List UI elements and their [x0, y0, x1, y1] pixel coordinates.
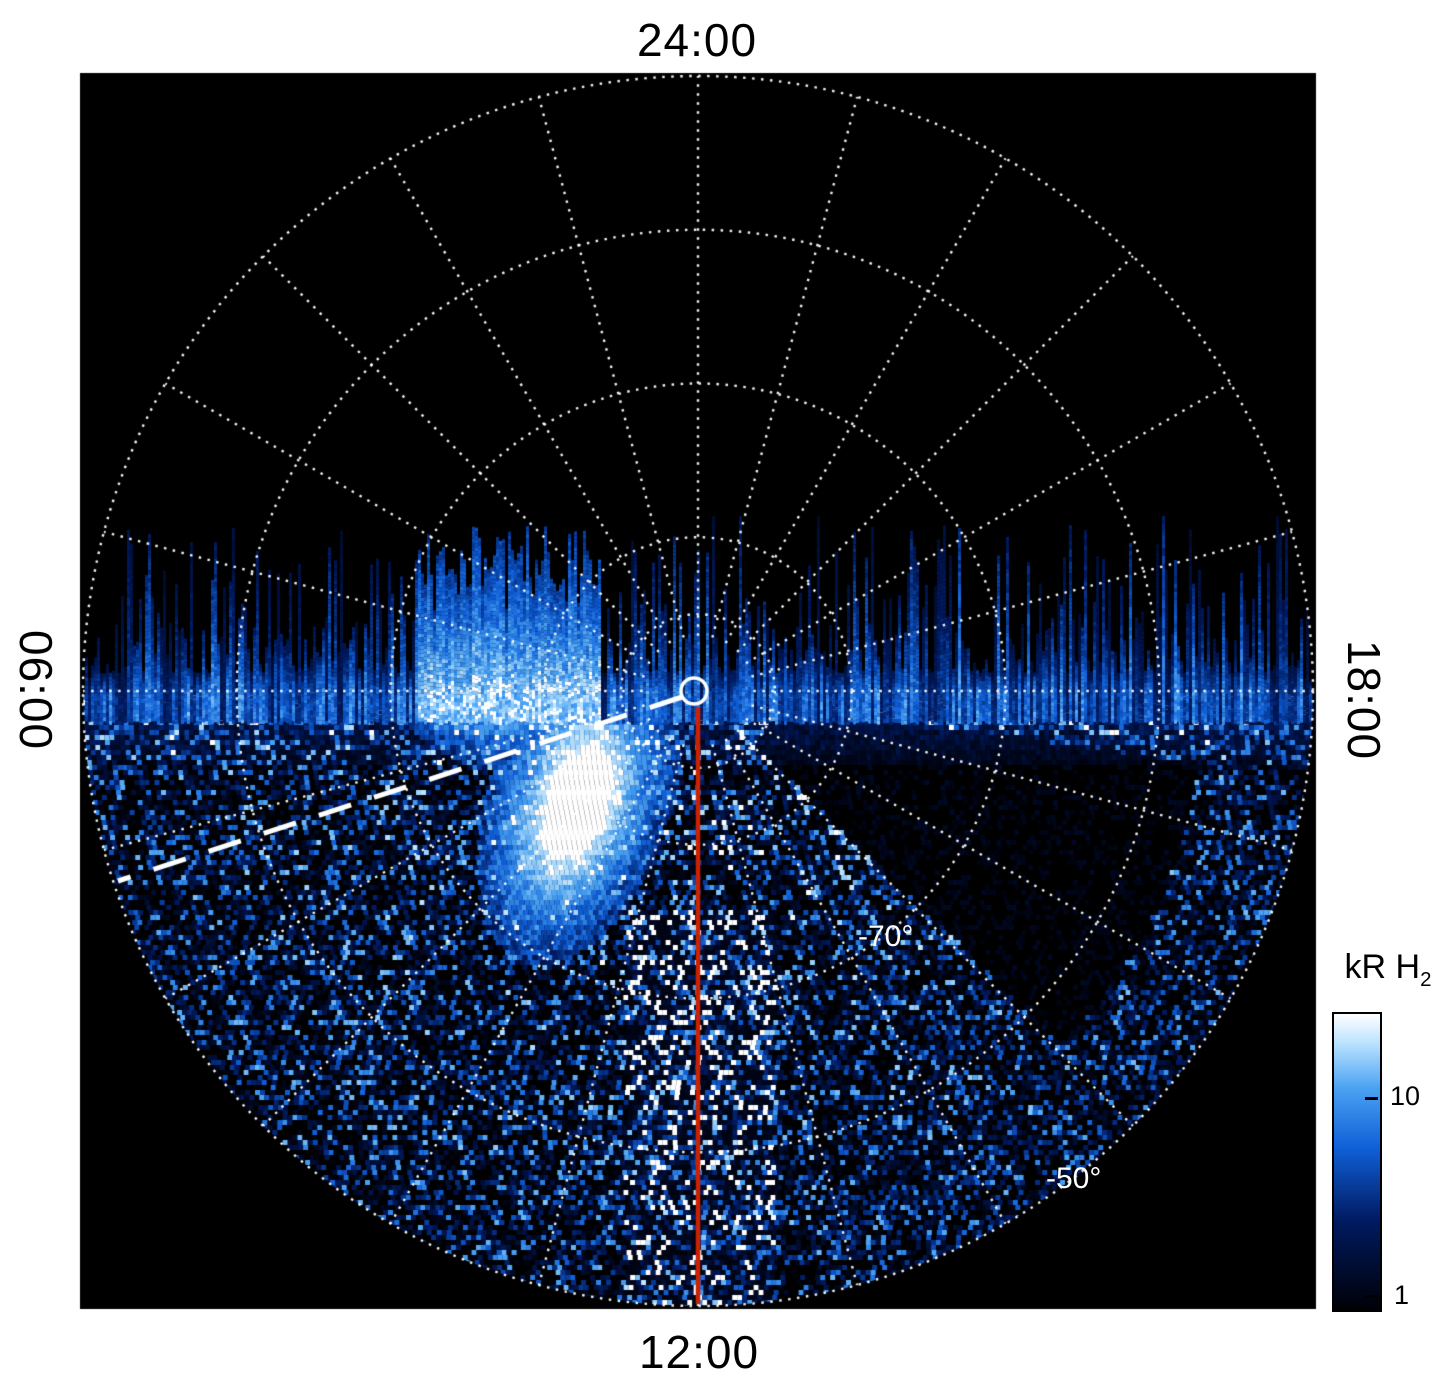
colorbar-tick-1: 1 — [1394, 1280, 1410, 1310]
hour-label-06: 06:00 — [10, 629, 62, 751]
hour-label-18: 18:00 — [1338, 639, 1390, 761]
colorbar-tickmark-10 — [1365, 1097, 1378, 1100]
colorbar-title-subscript: 2 — [1420, 968, 1432, 991]
hour-label-24: 24:00 — [636, 14, 758, 66]
colorbar-tick-10: 10 — [1390, 1081, 1421, 1111]
colorbar-gradient — [1332, 1012, 1382, 1312]
colorbar-title-main: kR H — [1344, 948, 1421, 986]
colorbar-title: kR H2 — [1308, 948, 1447, 992]
hour-label-12: 12:00 — [638, 1326, 760, 1378]
latitude-label-50: -50° — [1046, 1162, 1102, 1195]
colorbar-tickmark-1 — [1365, 1295, 1378, 1298]
latitude-label-70: -70° — [858, 920, 914, 953]
